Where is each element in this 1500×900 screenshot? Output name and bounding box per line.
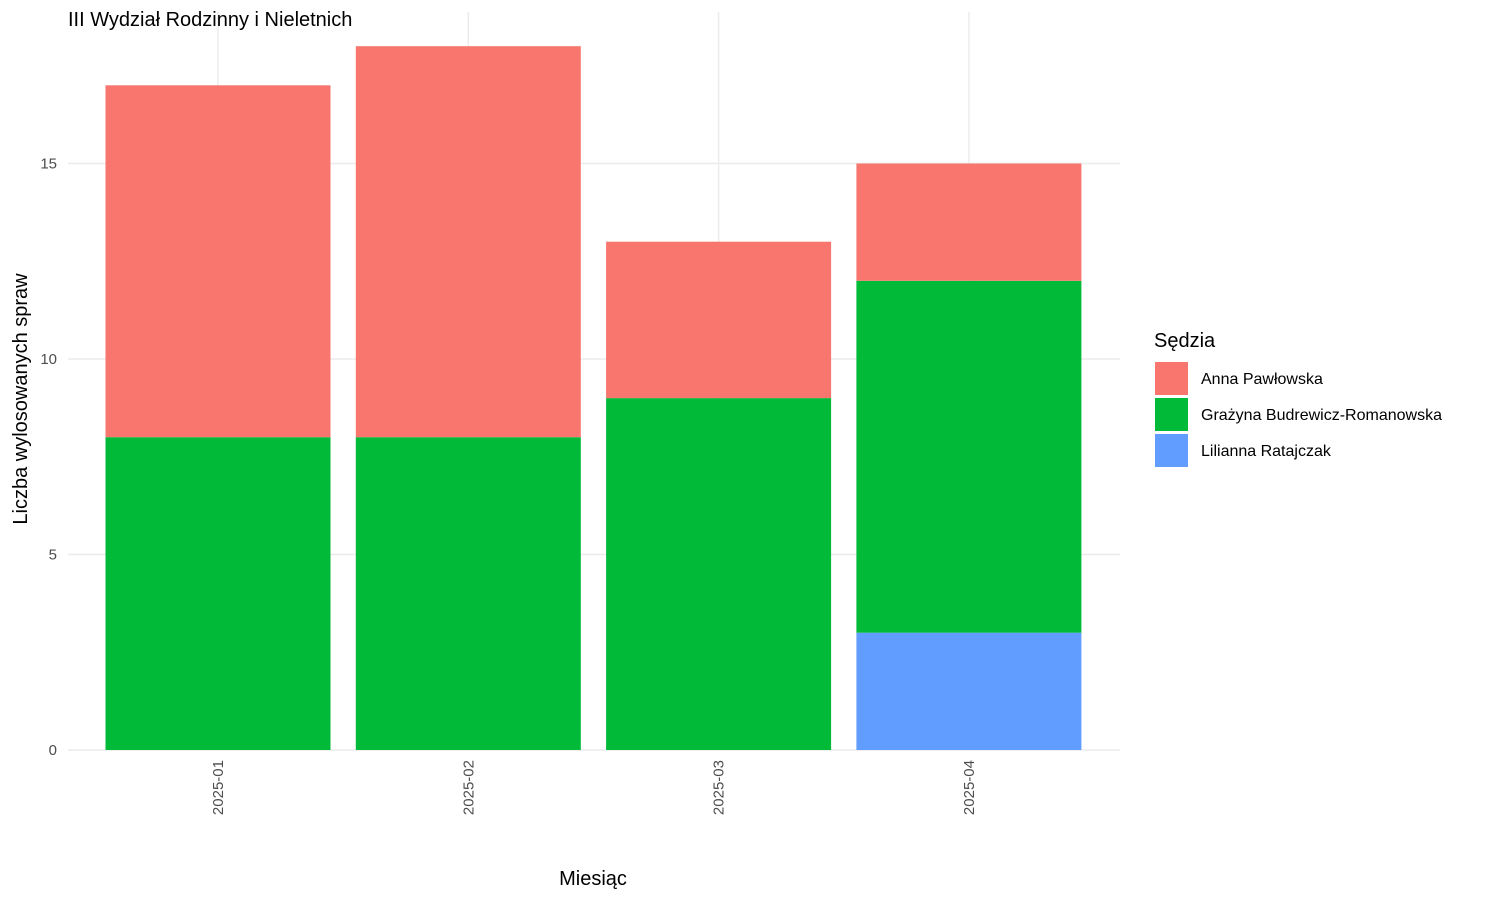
y-tick-label: 5 [49,547,57,564]
x-tick-label: 2025-04 [961,760,978,815]
legend-swatch [1155,434,1188,467]
bar-segment [856,632,1082,750]
bar-segment [606,241,832,399]
legend: Sędzia Anna Pawłowska Grażyna Budrewicz-R… [1154,330,1442,467]
bar-segment [856,163,1082,281]
bar-segment [105,437,331,750]
x-tick-label: 2025-03 [711,760,728,815]
legend-title: Sędzia [1154,330,1216,352]
chart-title: III Wydział Rodzinny i Nieletnich [68,9,352,31]
bar-segment [105,85,331,438]
bar-segment [355,437,581,750]
y-tick-label: 0 [49,742,57,759]
legend-swatch [1155,398,1188,431]
y-axis-title: Liczba wylosowanych spraw [10,273,32,525]
x-tick-label: 2025-02 [460,760,477,815]
x-axis-title: Miesiąc [559,868,627,890]
legend-label: Lilianna Ratajczak [1201,443,1332,460]
bar-segment [856,280,1082,633]
legend-swatch [1155,362,1188,395]
bars [105,46,1082,750]
bar-segment [355,46,581,438]
y-axis-ticks: 0 5 10 15 [40,156,57,760]
x-axis-ticks: 2025-01 2025-02 2025-03 2025-04 [210,760,978,815]
x-tick-label: 2025-01 [210,760,227,815]
y-tick-label: 10 [40,351,57,368]
legend-label: Grażyna Budrewicz-Romanowska [1201,407,1442,424]
legend-label: Anna Pawłowska [1201,371,1323,388]
bar-segment [606,398,832,750]
y-tick-label: 15 [40,156,57,173]
